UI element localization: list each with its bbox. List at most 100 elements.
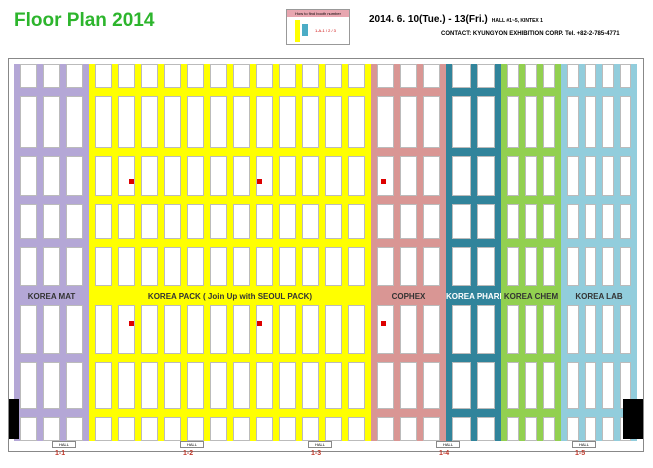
booth-block[interactable] [602, 247, 614, 286]
booth-block[interactable] [543, 156, 555, 196]
booth-block[interactable] [584, 96, 596, 148]
booth-block[interactable] [602, 204, 614, 239]
booth-block[interactable] [141, 156, 158, 196]
booth-block[interactable] [619, 156, 631, 196]
booth-block[interactable] [567, 156, 579, 196]
booth-block[interactable] [348, 64, 365, 88]
booth-block[interactable] [141, 64, 158, 88]
booth-block[interactable] [141, 204, 158, 239]
booth-block[interactable] [543, 305, 555, 354]
booth-block[interactable] [325, 96, 342, 148]
booth-block[interactable] [543, 362, 555, 409]
booth-block[interactable] [525, 362, 537, 409]
booth-block[interactable] [400, 305, 417, 354]
booth-block[interactable] [525, 204, 537, 239]
booth-block[interactable] [584, 247, 596, 286]
booth-block[interactable] [325, 417, 342, 441]
booth-block[interactable] [43, 305, 60, 354]
booth-block[interactable] [20, 305, 37, 354]
booth-block[interactable] [567, 64, 579, 88]
booth-block[interactable] [325, 305, 342, 354]
booth-block[interactable] [210, 204, 227, 239]
booth-block[interactable] [20, 204, 37, 239]
booth-block[interactable] [423, 204, 440, 239]
booth-block[interactable] [66, 417, 83, 441]
booth-block[interactable] [423, 64, 440, 88]
booth-block[interactable] [400, 156, 417, 196]
booth-block[interactable] [619, 305, 631, 354]
booth-block[interactable] [377, 64, 394, 88]
booth-block[interactable] [602, 156, 614, 196]
booth-block[interactable] [377, 156, 394, 196]
booth-block[interactable] [210, 247, 227, 286]
booth-block[interactable] [584, 305, 596, 354]
booth-block[interactable] [95, 362, 112, 409]
booth-block[interactable] [233, 305, 250, 354]
booth-block[interactable] [279, 204, 296, 239]
booth-block[interactable] [567, 96, 579, 148]
booth-block[interactable] [141, 417, 158, 441]
booth-block[interactable] [256, 64, 273, 88]
booth-block[interactable] [43, 247, 60, 286]
booth-block[interactable] [118, 204, 135, 239]
booth-block[interactable] [476, 305, 495, 354]
booth-block[interactable] [141, 305, 158, 354]
booth-block[interactable] [525, 305, 537, 354]
booth-block[interactable] [302, 156, 319, 196]
booth-block[interactable] [256, 362, 273, 409]
booth-block[interactable] [95, 64, 112, 88]
booth-block[interactable] [256, 204, 273, 239]
booth-block[interactable] [602, 305, 614, 354]
booth-block[interactable] [66, 247, 83, 286]
booth-block[interactable] [66, 305, 83, 354]
booth-block[interactable] [507, 362, 519, 409]
booth-block[interactable] [95, 417, 112, 441]
booth-block[interactable] [187, 362, 204, 409]
booth-block[interactable] [525, 96, 537, 148]
booth-block[interactable] [20, 96, 37, 148]
booth-block[interactable] [567, 247, 579, 286]
booth-block[interactable] [66, 96, 83, 148]
booth-block[interactable] [507, 247, 519, 286]
booth-block[interactable] [602, 362, 614, 409]
booth-block[interactable] [210, 64, 227, 88]
booth-block[interactable] [452, 204, 471, 239]
booth-block[interactable] [377, 204, 394, 239]
booth-block[interactable] [567, 362, 579, 409]
booth-block[interactable] [452, 247, 471, 286]
booth-block[interactable] [233, 156, 250, 196]
booth-block[interactable] [164, 96, 181, 148]
booth-block[interactable] [233, 96, 250, 148]
booth-block[interactable] [543, 96, 555, 148]
booth-block[interactable] [256, 247, 273, 286]
booth-block[interactable] [619, 204, 631, 239]
booth-block[interactable] [256, 96, 273, 148]
booth-block[interactable] [348, 204, 365, 239]
booth-block[interactable] [43, 156, 60, 196]
booth-block[interactable] [279, 156, 296, 196]
booth-block[interactable] [423, 305, 440, 354]
booth-block[interactable] [20, 247, 37, 286]
booth-block[interactable] [584, 417, 596, 441]
booth-block[interactable] [66, 64, 83, 88]
booth-block[interactable] [43, 362, 60, 409]
booth-block[interactable] [400, 362, 417, 409]
booth-block[interactable] [95, 247, 112, 286]
booth-block[interactable] [507, 305, 519, 354]
booth-block[interactable] [118, 417, 135, 441]
booth-block[interactable] [302, 417, 319, 441]
booth-block[interactable] [164, 64, 181, 88]
booth-block[interactable] [584, 156, 596, 196]
booth-block[interactable] [584, 204, 596, 239]
booth-block[interactable] [423, 247, 440, 286]
booth-block[interactable] [452, 417, 471, 441]
booth-block[interactable] [452, 362, 471, 409]
booth-block[interactable] [43, 204, 60, 239]
booth-block[interactable] [233, 247, 250, 286]
booth-block[interactable] [210, 96, 227, 148]
booth-block[interactable] [476, 64, 495, 88]
booth-block[interactable] [164, 247, 181, 286]
booth-block[interactable] [187, 156, 204, 196]
booth-block[interactable] [525, 156, 537, 196]
booth-block[interactable] [118, 96, 135, 148]
